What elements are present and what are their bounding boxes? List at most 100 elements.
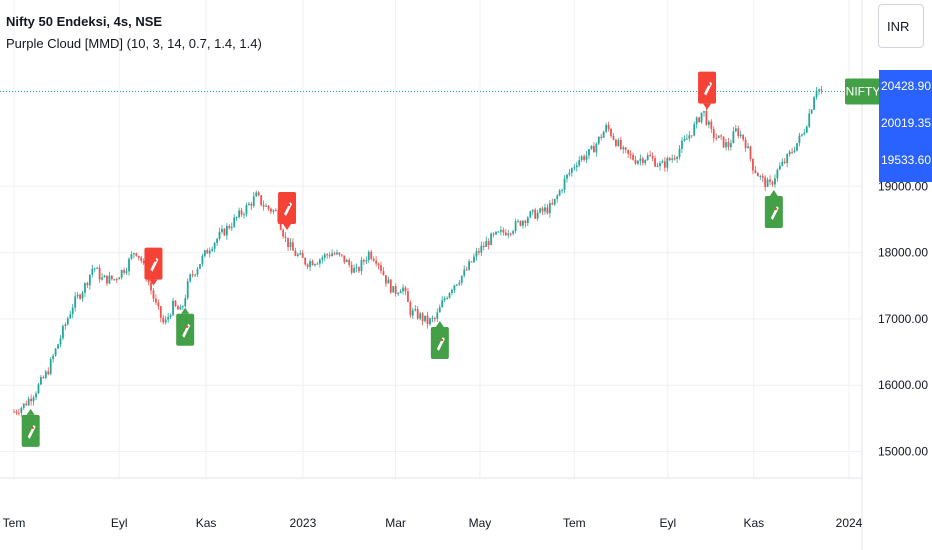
x-tick-label: Tem xyxy=(563,516,586,530)
candle-body xyxy=(622,147,625,150)
candle-body xyxy=(776,169,779,179)
candle-body xyxy=(617,140,620,147)
candle-body xyxy=(585,155,588,160)
candle-body xyxy=(365,260,368,262)
sell-signal-marker xyxy=(698,71,717,110)
candle-body xyxy=(722,136,725,148)
candle-body xyxy=(233,217,236,227)
candle-body xyxy=(786,154,789,163)
candle-body xyxy=(402,287,404,292)
x-tick-label: Eyl xyxy=(111,516,128,530)
candle-body xyxy=(71,307,74,315)
rocket-window-icon xyxy=(287,203,291,207)
candle-body xyxy=(125,271,128,273)
candle-body xyxy=(221,228,223,233)
candle-body xyxy=(306,264,309,267)
candle-body xyxy=(747,146,749,149)
candle-body xyxy=(392,286,395,293)
symbol-tag: NIFTY xyxy=(845,78,881,105)
candle-body xyxy=(629,153,632,155)
candle-body xyxy=(556,195,559,199)
candle-body xyxy=(338,252,341,255)
candle-body xyxy=(150,282,152,291)
candle-body xyxy=(137,255,140,258)
candle-body xyxy=(590,146,593,150)
candle-body xyxy=(688,135,691,139)
candle-body xyxy=(739,134,742,137)
candle-body xyxy=(468,261,471,270)
candle-body xyxy=(627,149,630,154)
candle-body xyxy=(152,290,155,299)
candle-body xyxy=(172,300,174,316)
candle-body xyxy=(42,377,45,379)
candle-body xyxy=(414,309,417,311)
candle-body xyxy=(279,222,282,230)
candle-body xyxy=(727,142,730,148)
candle-body xyxy=(438,307,441,313)
candle-body xyxy=(301,253,304,258)
candle-body xyxy=(64,324,67,326)
candle-body xyxy=(813,97,816,110)
candle-body xyxy=(429,318,431,325)
candle-body xyxy=(196,268,199,275)
candle-body xyxy=(443,298,446,301)
candle-body xyxy=(419,313,422,319)
candle-body xyxy=(781,161,784,166)
candle-body xyxy=(257,192,260,196)
price-label: 19533.60 xyxy=(881,153,931,167)
candle-body xyxy=(448,292,451,298)
x-axis[interactable]: Tem Eyl Kas 2023 Mar May Tem Eyl Kas 2024 xyxy=(0,477,863,530)
candle-body xyxy=(480,245,483,253)
x-tick-label: Kas xyxy=(196,516,217,530)
currency-selector[interactable]: INR xyxy=(878,4,924,48)
candle-body xyxy=(140,257,143,261)
candle-body xyxy=(424,315,426,322)
candle-body xyxy=(683,138,686,141)
candle-body xyxy=(761,176,764,178)
candle-body xyxy=(744,139,747,149)
candle-body xyxy=(343,255,346,263)
candle-body xyxy=(612,136,615,140)
candle-body xyxy=(463,269,466,276)
candle-body xyxy=(294,250,297,256)
candle-body xyxy=(588,149,590,156)
candle-body xyxy=(314,264,316,266)
candle-body xyxy=(529,211,532,218)
candle-body xyxy=(517,220,519,222)
candle-body xyxy=(409,301,412,316)
candle-body xyxy=(184,298,187,307)
candle-body xyxy=(247,203,250,206)
candle-body xyxy=(651,156,654,159)
candle-body xyxy=(441,300,444,308)
candle-body xyxy=(213,242,216,249)
candle-body xyxy=(700,112,703,123)
symbol-title[interactable]: Nifty 50 Endeksi, 4s, NSE xyxy=(6,14,163,29)
candle-body xyxy=(707,121,710,125)
indicator-title[interactable]: Purple Cloud [MMD] (10, 3, 14, 0.7, 1.4,… xyxy=(6,36,262,51)
candle-body xyxy=(262,204,265,207)
candle-body xyxy=(211,248,214,251)
candle-body xyxy=(355,267,358,269)
candle-body xyxy=(17,412,20,414)
candle-body xyxy=(534,209,537,219)
candle-body xyxy=(663,161,666,168)
candle-body xyxy=(348,259,351,265)
candle-body xyxy=(526,217,529,224)
candle-body xyxy=(201,255,204,265)
rocket-window-icon xyxy=(440,338,444,342)
candle-body xyxy=(725,142,727,148)
candle-body xyxy=(597,136,600,144)
candle-body xyxy=(553,198,556,205)
candle-body xyxy=(336,252,338,255)
candle-body xyxy=(619,140,622,150)
candle-body xyxy=(93,268,96,270)
rocket-window-icon xyxy=(707,83,711,86)
y-tick-label: 17000.00 xyxy=(878,312,928,326)
candle-body xyxy=(228,225,231,229)
candle-body xyxy=(199,264,201,269)
candle-body xyxy=(764,177,767,187)
grid-lines xyxy=(0,0,862,478)
candle-body xyxy=(661,161,664,163)
candle-body xyxy=(309,261,311,267)
